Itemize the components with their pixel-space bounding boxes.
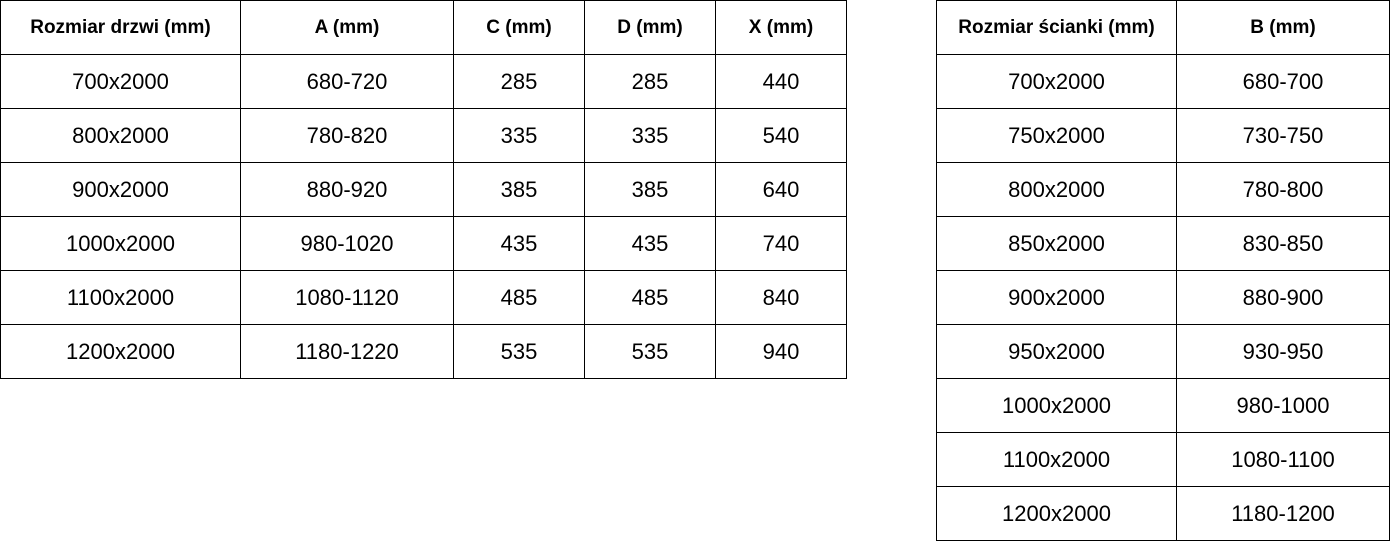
table-row: 900x2000 880-920 385 385 640	[0, 162, 847, 217]
table-row: 700x2000 680-700	[936, 54, 1390, 109]
table-cell: 485	[584, 270, 716, 325]
table-cell: 940	[715, 324, 847, 379]
table-cell: 830-850	[1176, 216, 1390, 271]
wall-size-table: Rozmiar ścianki (mm) B (mm) 700x2000 680-7…	[936, 0, 1390, 541]
table-cell: 680-720	[240, 54, 454, 109]
table-cell: 780-820	[240, 108, 454, 163]
table-cell: 1100x2000	[0, 270, 241, 325]
table-row: 1100x2000 1080-1100	[936, 432, 1390, 487]
table-row: 700x2000 680-720 285 285 440	[0, 54, 847, 109]
table-cell: 780-800	[1176, 162, 1390, 217]
column-header: X (mm)	[715, 0, 847, 55]
table-row: 800x2000 780-800	[936, 162, 1390, 217]
table-cell: 540	[715, 108, 847, 163]
table-row: 1100x2000 1080-1120 485 485 840	[0, 270, 847, 325]
table-cell: 285	[584, 54, 716, 109]
table-row: 1200x2000 1180-1200	[936, 486, 1390, 541]
header-row: Rozmiar ścianki (mm) B (mm)	[936, 0, 1390, 55]
table-cell: 1100x2000	[936, 432, 1177, 487]
table-row: 800x2000 780-820 335 335 540	[0, 108, 847, 163]
table-cell: 440	[715, 54, 847, 109]
table-cell: 750x2000	[936, 108, 1177, 163]
table-cell: 1000x2000	[0, 216, 241, 271]
table-cell: 730-750	[1176, 108, 1390, 163]
table-cell: 285	[453, 54, 585, 109]
table-cell: 335	[584, 108, 716, 163]
table-row: 750x2000 730-750	[936, 108, 1390, 163]
table-row: 1000x2000 980-1000	[936, 378, 1390, 433]
table-cell: 930-950	[1176, 324, 1390, 379]
door-size-table: Rozmiar drzwi (mm) A (mm) C (mm) D (mm) X (m…	[0, 0, 847, 379]
table-cell: 1180-1200	[1176, 486, 1390, 541]
table-cell: 1000x2000	[936, 378, 1177, 433]
column-header: D (mm)	[584, 0, 716, 55]
table-cell: 535	[584, 324, 716, 379]
table-cell: 800x2000	[0, 108, 241, 163]
table-cell: 880-900	[1176, 270, 1390, 325]
table-cell: 700x2000	[0, 54, 241, 109]
table-cell: 1200x2000	[936, 486, 1177, 541]
column-header: A (mm)	[240, 0, 454, 55]
column-header: B (mm)	[1176, 0, 1390, 55]
table-cell: 900x2000	[0, 162, 241, 217]
table-cell: 740	[715, 216, 847, 271]
table-cell: 900x2000	[936, 270, 1177, 325]
column-header: Rozmiar drzwi (mm)	[0, 0, 241, 55]
table-cell: 700x2000	[936, 54, 1177, 109]
header-row: Rozmiar drzwi (mm) A (mm) C (mm) D (mm) X (m…	[0, 0, 847, 55]
table-cell: 335	[453, 108, 585, 163]
table-cell: 385	[453, 162, 585, 217]
table-cell: 840	[715, 270, 847, 325]
table-row: 1000x2000 980-1020 435 435 740	[0, 216, 847, 271]
table-cell: 980-1020	[240, 216, 454, 271]
table-cell: 800x2000	[936, 162, 1177, 217]
table-cell: 680-700	[1176, 54, 1390, 109]
table-cell: 1080-1100	[1176, 432, 1390, 487]
table-cell: 1180-1220	[240, 324, 454, 379]
column-header: Rozmiar ścianki (mm)	[936, 0, 1177, 55]
table-cell: 950x2000	[936, 324, 1177, 379]
table-cell: 485	[453, 270, 585, 325]
table-row: 900x2000 880-900	[936, 270, 1390, 325]
table-cell: 640	[715, 162, 847, 217]
column-header: C (mm)	[453, 0, 585, 55]
table-row: 850x2000 830-850	[936, 216, 1390, 271]
table-cell: 435	[453, 216, 585, 271]
table-cell: 1080-1120	[240, 270, 454, 325]
table-cell: 850x2000	[936, 216, 1177, 271]
table-cell: 1200x2000	[0, 324, 241, 379]
table-cell: 535	[453, 324, 585, 379]
table-cell: 385	[584, 162, 716, 217]
table-cell: 880-920	[240, 162, 454, 217]
table-cell: 980-1000	[1176, 378, 1390, 433]
table-row: 1200x2000 1180-1220 535 535 940	[0, 324, 847, 379]
table-cell: 435	[584, 216, 716, 271]
table-row: 950x2000 930-950	[936, 324, 1390, 379]
